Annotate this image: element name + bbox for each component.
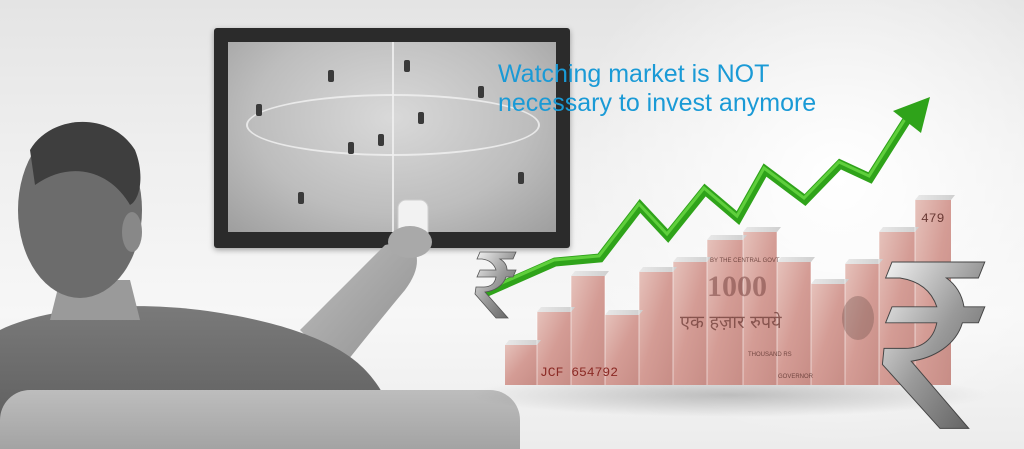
trend-arrow-icon bbox=[476, 97, 930, 301]
bar bbox=[639, 272, 673, 385]
banknote-serial: JCF 654792 bbox=[540, 365, 618, 380]
rupee-symbol-icon bbox=[474, 251, 517, 319]
player bbox=[298, 192, 304, 204]
headline-line-2: necessary to invest anymore bbox=[498, 89, 817, 117]
bar-separators bbox=[536, 200, 916, 385]
bar bbox=[505, 345, 537, 385]
player bbox=[518, 172, 524, 184]
viewer-arm bbox=[300, 240, 417, 370]
bar bbox=[707, 240, 743, 385]
bar bbox=[571, 276, 605, 385]
viewer-ear bbox=[122, 212, 142, 252]
banknote-thousand-text: THOUSAND RS bbox=[748, 352, 792, 358]
player bbox=[478, 86, 484, 98]
viewer-hair bbox=[30, 121, 141, 205]
bar bbox=[811, 284, 845, 385]
banknote-denomination: 1000 bbox=[707, 270, 767, 303]
player bbox=[378, 134, 384, 146]
tv-icon bbox=[214, 28, 570, 248]
rupee-symbol-icon bbox=[881, 261, 986, 429]
player bbox=[256, 104, 262, 116]
banknote-bank-text: BY THE CENTRAL GOVT bbox=[710, 258, 780, 264]
banknote-governor-text: GOVERNOR bbox=[778, 374, 814, 380]
viewer-hand bbox=[388, 226, 432, 258]
sofa bbox=[0, 390, 520, 449]
banknote-hindi-text: एक हज़ार रुपये bbox=[680, 311, 782, 333]
bar bbox=[605, 315, 639, 385]
bar bbox=[777, 262, 811, 385]
bar-group: 1000 एक हज़ार रुपये JCF 654792 479 BY TH… bbox=[505, 195, 955, 385]
player bbox=[348, 142, 354, 154]
pitch-circle bbox=[246, 94, 540, 156]
bar-caps bbox=[505, 195, 955, 345]
player bbox=[418, 112, 424, 124]
bar bbox=[743, 232, 777, 385]
headline-line-1: Watching market is NOT bbox=[498, 60, 770, 88]
player bbox=[404, 60, 410, 72]
player bbox=[328, 70, 334, 82]
banknote-portrait bbox=[842, 296, 874, 340]
banknote-corner-number: 479 bbox=[921, 211, 944, 226]
headline: Watching market is NOT necessary to inve… bbox=[498, 60, 858, 118]
tv-screen bbox=[228, 42, 556, 232]
bar bbox=[845, 264, 879, 385]
bar bbox=[537, 312, 571, 385]
bar bbox=[673, 262, 707, 385]
